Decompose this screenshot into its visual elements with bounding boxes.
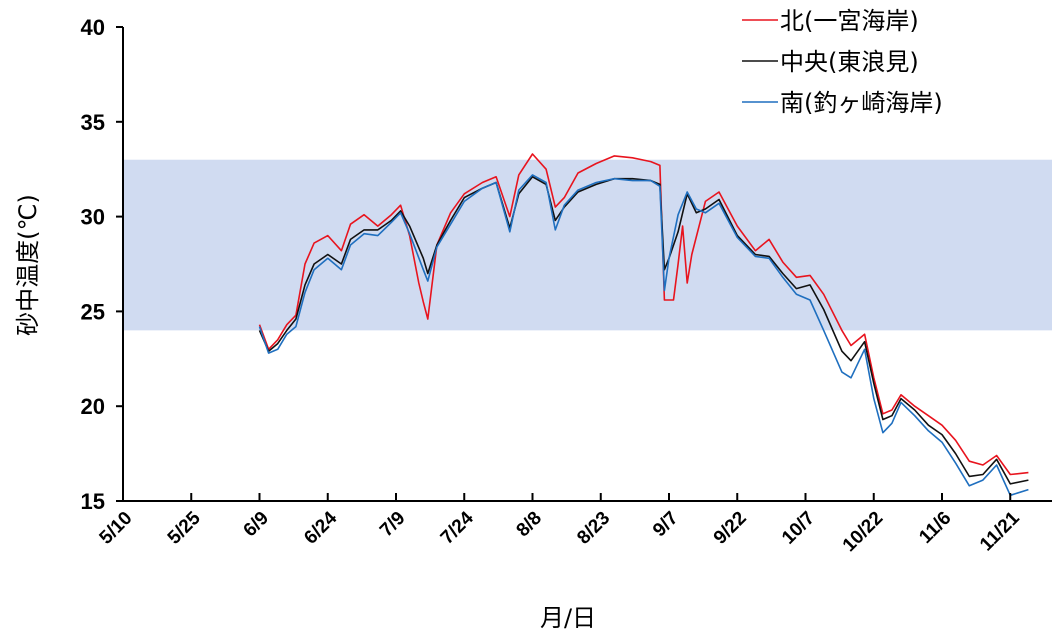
y-tick-label: 30: [81, 205, 105, 230]
y-axis-label: 砂中温度(℃): [14, 194, 42, 336]
y-axis-ticks: 15 20 25 30 35 40: [81, 15, 123, 514]
x-tick-label: 6/9: [240, 508, 274, 542]
y-tick-label: 15: [81, 489, 105, 514]
series-line: [258, 174, 1029, 497]
x-tick-label: 10/22: [839, 508, 887, 556]
x-axis-label: 月/日: [540, 604, 596, 632]
plot-area: [123, 153, 1052, 497]
x-tick-label: 9/7: [649, 508, 683, 542]
series-line: [258, 176, 1029, 485]
legend-label: 北(一宮海岸): [780, 7, 919, 35]
legend: 北(一宮海岸) 中央(東浪見) 南(釣ヶ崎海岸): [742, 7, 943, 117]
series-line: [258, 153, 1029, 476]
x-tick-label: 9/22: [710, 508, 751, 549]
x-tick-label: 8/8: [513, 508, 547, 542]
x-tick-label: 7/9: [376, 508, 410, 542]
x-tick-label: 11/21: [976, 507, 1024, 555]
x-tick-label: 6/24: [300, 507, 341, 548]
x-axis-ticks: 5/10 5/25 6/9 6/24 7/9 7/24 8/8 8/23 9/7 9/22 10/7…: [96, 493, 1024, 556]
series-layer: [258, 153, 1029, 497]
x-tick-label: 5/25: [164, 507, 205, 548]
x-tick-label: 10/7: [778, 508, 819, 549]
legend-label: 中央(東浪見): [780, 48, 919, 76]
legend-label: 南(釣ヶ崎海岸): [780, 89, 943, 117]
x-tick-label: 7/24: [437, 507, 478, 548]
y-tick-label: 40: [81, 15, 105, 40]
y-tick-label: 20: [81, 394, 105, 419]
y-tick-label: 25: [81, 299, 105, 324]
x-tick-label: 8/23: [573, 508, 614, 549]
x-tick-label: 11/6: [915, 508, 955, 548]
y-tick-label: 35: [81, 110, 105, 135]
